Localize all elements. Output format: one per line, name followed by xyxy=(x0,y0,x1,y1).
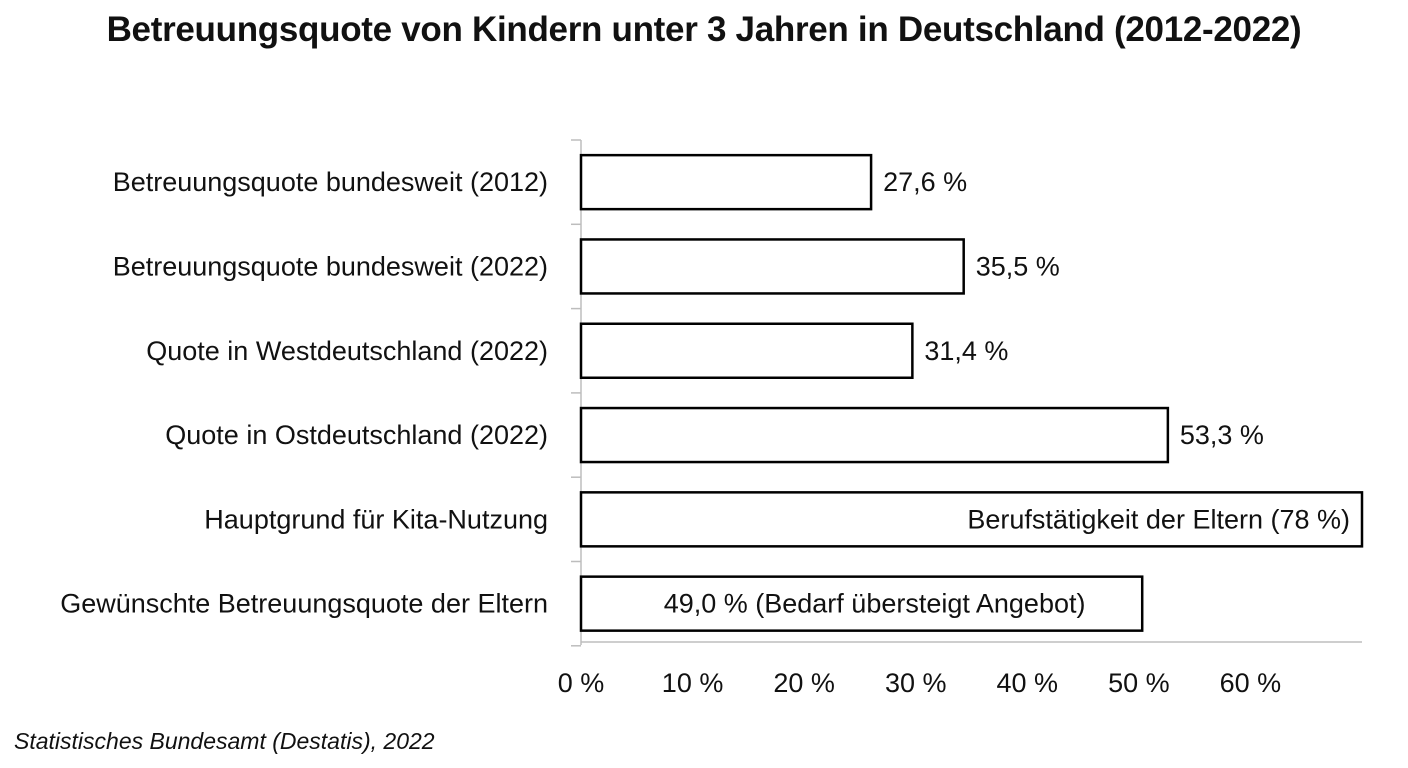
chart-title: Betreuungsquote von Kindern unter 3 Jahr… xyxy=(106,10,1302,49)
data-label: 53,3 % xyxy=(1180,420,1264,450)
bar xyxy=(579,491,1364,548)
x-tick-label: 60 % xyxy=(1220,668,1282,698)
source-note: Statistisches Bundesamt (Destatis), 2022 xyxy=(14,728,435,754)
bar xyxy=(579,238,965,295)
data-label: Berufstätigkeit der Eltern (78 %) xyxy=(967,504,1350,534)
bar xyxy=(579,575,1144,632)
axis-layer: 0 % 10 % 20 % 30 % 40 % 50 % 60 % xyxy=(558,139,1362,698)
data-label: 27,6 % xyxy=(883,167,967,197)
x-tick-label: 20 % xyxy=(773,668,835,698)
x-tick-label: 40 % xyxy=(997,668,1059,698)
category-label: Quote in Ostdeutschland (2022) xyxy=(165,420,548,450)
bar xyxy=(579,406,1170,464)
category-label: Gewünschte Betreuungsquote der Eltern xyxy=(60,589,548,619)
bar xyxy=(579,153,873,211)
x-tick-label: 30 % xyxy=(885,668,947,698)
category-label: Quote in Westdeutschland (2022) xyxy=(146,336,548,366)
x-tick-label: 0 % xyxy=(558,668,605,698)
bars-layer: Betreuungsquote bundesweit (2012) 27,6 % B… xyxy=(60,153,1364,632)
data-label: 31,4 % xyxy=(924,336,1008,366)
data-label: 35,5 % xyxy=(976,251,1060,281)
data-label: 49,0 % (Bedarf übersteigt Angebot) xyxy=(664,589,1086,619)
category-label: Hauptgrund für Kita-Nutzung xyxy=(204,504,548,534)
x-tick-label: 10 % xyxy=(662,668,724,698)
category-label: Betreuungsquote bundesweit (2022) xyxy=(113,251,548,281)
x-tick-label: 50 % xyxy=(1108,668,1170,698)
bar xyxy=(579,322,914,379)
category-label: Betreuungsquote bundesweit (2012) xyxy=(113,167,548,197)
